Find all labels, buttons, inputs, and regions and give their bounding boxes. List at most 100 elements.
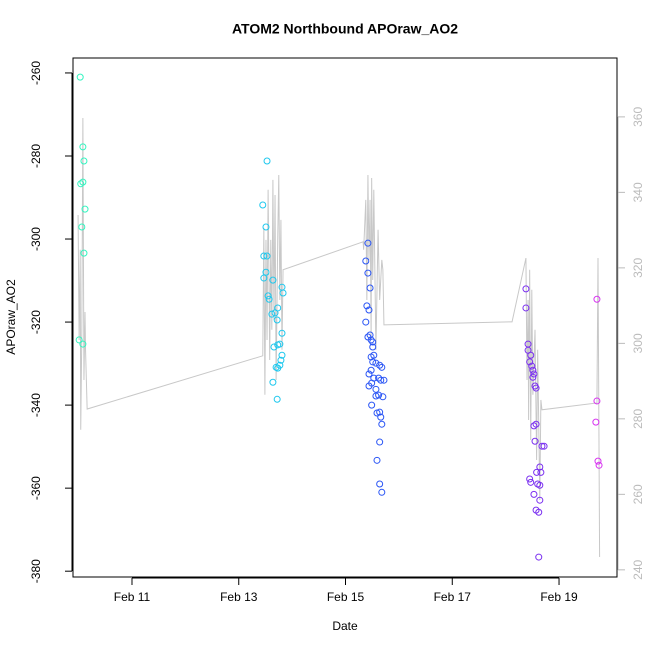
data-point [533, 468, 541, 476]
x-tick-label: Feb 11 [114, 590, 151, 604]
data-point [532, 420, 540, 428]
data-point [593, 295, 601, 303]
data-point [277, 356, 285, 364]
data-point [528, 362, 536, 370]
y-tick-label: -380 [29, 559, 43, 583]
data-point [593, 397, 601, 405]
data-point [279, 289, 287, 297]
y2-tick-label: 260 [631, 484, 645, 504]
data-point [526, 475, 534, 483]
data-point [529, 373, 537, 381]
data-point [264, 292, 272, 300]
data-point [79, 143, 87, 151]
data-point [364, 269, 372, 277]
data-point [365, 370, 373, 378]
data-point [278, 351, 286, 359]
data-point [540, 442, 548, 450]
data-point [75, 336, 83, 344]
data-point [522, 285, 530, 293]
data-point [369, 343, 377, 351]
data-point [366, 331, 374, 339]
data-point [273, 395, 281, 403]
data-point [376, 361, 384, 369]
data-point [81, 205, 89, 213]
data-point [263, 252, 271, 260]
data-point [276, 340, 284, 348]
data-line [77, 118, 601, 557]
data-point [526, 358, 534, 366]
data-point [274, 364, 282, 372]
data-point [367, 336, 375, 344]
data-point [76, 73, 84, 81]
x-tick-label: Feb 19 [540, 590, 578, 604]
data-point [274, 304, 282, 312]
data-point [530, 490, 538, 498]
data-point [378, 420, 386, 428]
data-point [262, 223, 270, 231]
data-point [535, 508, 543, 516]
data-point [270, 343, 278, 351]
data-point [79, 340, 87, 348]
data-point [379, 393, 387, 401]
data-point [268, 310, 276, 318]
data-point [372, 359, 380, 367]
y-tick-label: -320 [29, 310, 43, 334]
data-point [273, 316, 281, 324]
y-tick-label: -260 [29, 61, 43, 85]
data-point [79, 178, 87, 186]
data-point [269, 276, 277, 284]
y-tick-label: -280 [29, 144, 43, 168]
data-point [376, 480, 384, 488]
data-point [262, 268, 270, 276]
y2-tick-label: 360 [631, 107, 645, 127]
x-tick-label: Feb 17 [434, 590, 472, 604]
data-point [78, 223, 86, 231]
data-point [535, 553, 543, 561]
data-point [259, 201, 267, 209]
data-point [531, 437, 539, 445]
data-point [594, 457, 602, 465]
data-point [369, 338, 377, 346]
data-point [260, 252, 268, 260]
x-tick-label: Feb 13 [220, 590, 258, 604]
y-tick-label: -360 [29, 476, 43, 500]
data-point [278, 329, 286, 337]
data-point [530, 422, 538, 430]
data-point [368, 401, 376, 409]
data-point [265, 295, 273, 303]
data-point [367, 366, 375, 374]
y2-tick-label: 300 [631, 333, 645, 353]
data-point [372, 392, 380, 400]
data-point [376, 438, 384, 446]
data-point [369, 358, 377, 366]
y2-tick-label: 240 [631, 559, 645, 579]
y2-tick-label: 280 [631, 409, 645, 429]
data-point [365, 382, 373, 390]
data-point [366, 284, 374, 292]
data-point [378, 363, 386, 371]
y2-tick-label: 320 [631, 258, 645, 278]
data-point [269, 378, 277, 386]
y-tick-label: -300 [29, 227, 43, 251]
data-point [536, 481, 544, 489]
data-point [532, 384, 540, 392]
data-point [592, 418, 600, 426]
data-point [378, 488, 386, 496]
data-point [530, 370, 538, 378]
data-point [377, 376, 385, 384]
data-point [380, 376, 388, 384]
data-point [376, 408, 384, 416]
data-point [527, 478, 535, 486]
data-point [263, 157, 271, 165]
data-point [595, 461, 603, 469]
x-axis-label: Date [332, 619, 358, 633]
data-point [529, 366, 537, 374]
y2-tick-label: 340 [631, 182, 645, 202]
data-point [536, 496, 544, 504]
data-point [362, 318, 370, 326]
chart-title: ATOM2 Northbound APOraw_AO2 [232, 21, 458, 37]
data-point [362, 257, 370, 265]
data-point [538, 442, 546, 450]
data-point [80, 157, 88, 165]
